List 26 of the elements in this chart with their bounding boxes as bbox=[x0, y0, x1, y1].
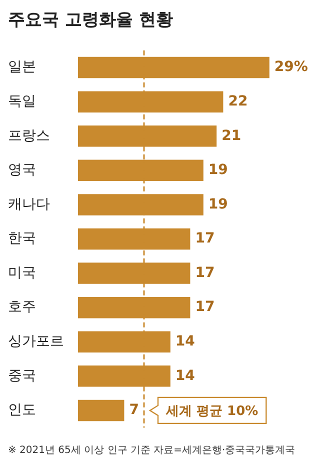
y-tick-label: 일본 bbox=[8, 59, 36, 76]
y-tick-label: 프랑스 bbox=[8, 128, 50, 144]
y-tick-label: 독일 bbox=[8, 93, 36, 110]
data-label: 19 bbox=[208, 196, 228, 212]
y-tick-label: 싱가포르 bbox=[8, 334, 64, 350]
ref-line-label: 세계 평균 10% bbox=[165, 404, 258, 419]
bar bbox=[78, 400, 124, 422]
data-label: 17 bbox=[195, 264, 215, 281]
y-tick-label: 캐나다 bbox=[8, 196, 50, 212]
text: ※ 2021년 65세 이상 인구 기준 자료=세계은행·중국국가통계국 bbox=[8, 444, 296, 457]
y-tick-label: 인도 bbox=[8, 402, 36, 418]
data-label: 19 bbox=[208, 162, 228, 178]
data-label: 21 bbox=[222, 128, 242, 144]
data-label: 14 bbox=[175, 334, 196, 350]
data-label: 29% bbox=[274, 59, 308, 76]
data-label: 22 bbox=[228, 93, 248, 110]
data-label: 14 bbox=[175, 368, 196, 384]
data-label: 17 bbox=[195, 230, 215, 247]
y-tick-label: 영국 bbox=[8, 162, 36, 178]
y-tick-label: 호주 bbox=[8, 299, 36, 316]
data-label: 17 bbox=[195, 299, 215, 316]
y-tick-label: 한국 bbox=[8, 230, 36, 247]
data-label: 7 bbox=[129, 402, 139, 418]
y-tick-label: 미국 bbox=[8, 264, 36, 281]
chart-title: 주요국 고령화율 현황 bbox=[8, 9, 174, 31]
y-tick-label: 중국 bbox=[8, 368, 36, 384]
